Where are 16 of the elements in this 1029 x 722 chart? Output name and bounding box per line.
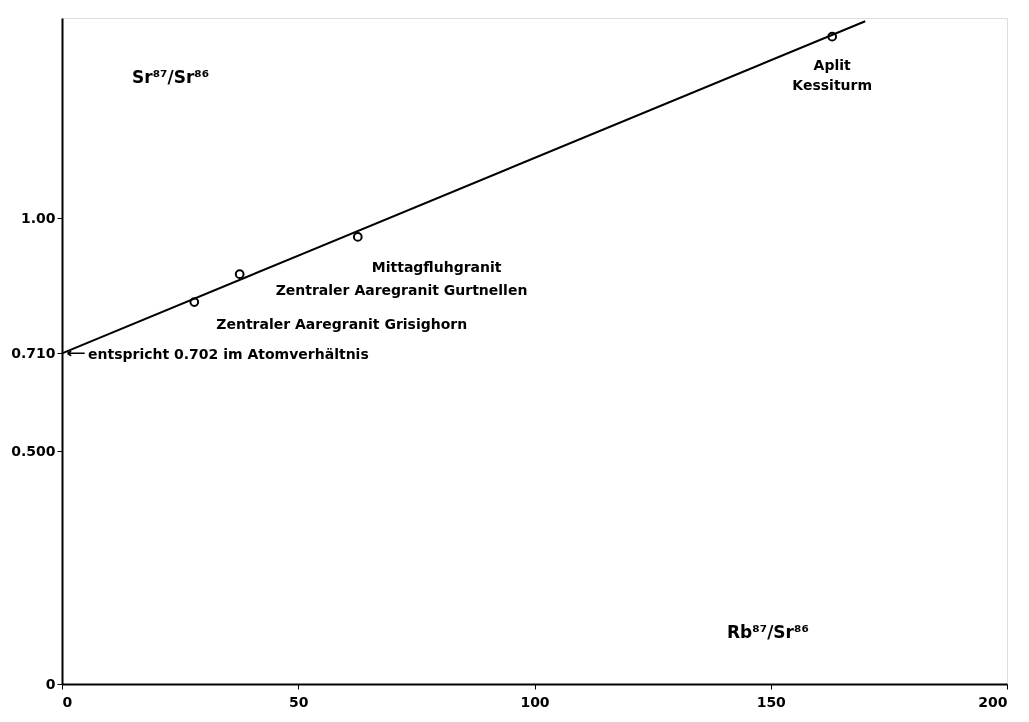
y-tick-label: 0 xyxy=(45,675,56,692)
annotation: Zentraler Aaregranit Grisighorn xyxy=(216,316,468,333)
y-tick-label: 0.500 xyxy=(11,442,56,459)
x-tick-label: 50 xyxy=(289,693,309,710)
x-tick-label: 200 xyxy=(978,693,1008,710)
annotation: Aplit Kessiturm xyxy=(792,56,873,93)
x-tick-label: 0 xyxy=(62,693,73,710)
annotation: entspricht 0.702 im Atomverhältnis xyxy=(88,346,369,363)
x-axis-title: Rb⁸⁷/Sr⁸⁶ xyxy=(727,622,809,642)
annotation: Mittagfluhgranit xyxy=(371,258,502,275)
x-tick-label: 100 xyxy=(520,693,550,710)
x-tick-label: 150 xyxy=(756,693,787,710)
annotation: Zentraler Aaregranit Gurtnellen xyxy=(275,282,528,299)
y-axis-title: Sr⁸⁷/Sr⁸⁶ xyxy=(132,67,210,87)
y-tick-label: 1.00 xyxy=(20,209,56,226)
y-tick-label: 0.710 xyxy=(11,344,56,361)
